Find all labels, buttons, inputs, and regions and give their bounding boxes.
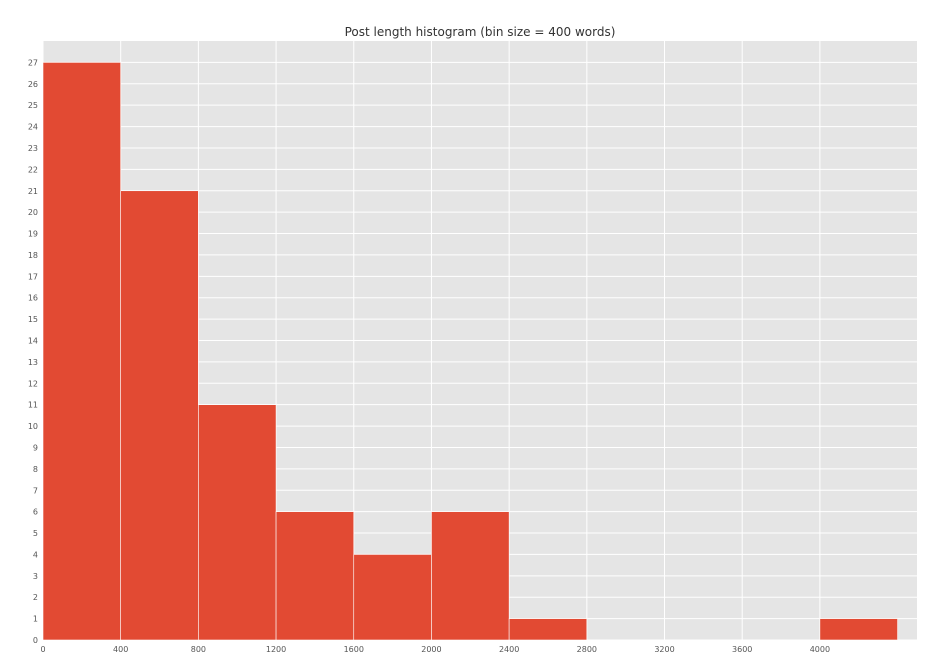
- y-tick-label: 16: [28, 294, 38, 303]
- histogram-bar: [198, 404, 277, 641]
- y-tick-label: 15: [28, 315, 38, 324]
- x-axis-ticks: 0 400 800 1200 1600 2000 2400 2800 3200 3600 4000: [40, 645, 830, 654]
- y-tick-label: 27: [28, 58, 38, 67]
- chart-title: Post length histogram (bin size = 400 wo…: [345, 25, 616, 39]
- y-tick-label: 3: [33, 572, 38, 581]
- y-tick-label: 18: [28, 251, 38, 260]
- x-tick-label: 2000: [421, 645, 441, 654]
- y-tick-label: 22: [28, 165, 38, 174]
- x-tick-label: 1600: [344, 645, 364, 654]
- y-tick-label: 0: [33, 636, 38, 645]
- y-tick-label: 4: [33, 550, 38, 559]
- y-tick-label: 21: [28, 187, 38, 196]
- y-tick-label: 5: [33, 529, 38, 538]
- y-tick-label: 23: [28, 144, 38, 153]
- y-tick-label: 10: [28, 422, 38, 431]
- y-tick-label: 8: [33, 465, 38, 474]
- x-tick-label: 4000: [810, 645, 830, 654]
- y-tick-label: 14: [28, 337, 38, 346]
- x-tick-label: 1200: [266, 645, 286, 654]
- histogram-bar: [508, 618, 588, 641]
- bars: [42, 62, 898, 641]
- x-tick-label: 400: [113, 645, 128, 654]
- y-tick-label: 2: [33, 593, 38, 602]
- histogram-bar: [819, 618, 898, 641]
- x-tick-label: 800: [191, 645, 206, 654]
- x-tick-label: 2800: [577, 645, 597, 654]
- y-tick-label: 12: [28, 379, 38, 388]
- y-tick-label: 26: [28, 80, 38, 89]
- y-tick-label: 25: [28, 101, 38, 110]
- y-tick-label: 19: [28, 230, 38, 239]
- y-axis-ticks: 0123456789101112131415161718192021222324…: [28, 58, 38, 645]
- x-tick-label: 3600: [732, 645, 752, 654]
- y-tick-label: 11: [28, 401, 38, 410]
- histogram-bar: [431, 511, 510, 641]
- y-tick-label: 7: [33, 486, 38, 495]
- y-tick-label: 9: [33, 443, 38, 452]
- histogram-bar: [120, 190, 199, 641]
- y-tick-label: 17: [28, 272, 38, 281]
- histogram-bar: [275, 511, 355, 641]
- y-tick-label: 1: [33, 615, 38, 624]
- x-tick-label: 2400: [499, 645, 519, 654]
- y-tick-label: 6: [33, 508, 38, 517]
- y-tick-label: 13: [28, 358, 38, 367]
- y-tick-label: 20: [28, 208, 38, 217]
- histogram-bar: [42, 62, 121, 641]
- y-tick-label: 24: [28, 123, 38, 132]
- x-tick-label: 0: [40, 645, 45, 654]
- x-tick-label: 3200: [654, 645, 674, 654]
- histogram-bar: [353, 554, 432, 641]
